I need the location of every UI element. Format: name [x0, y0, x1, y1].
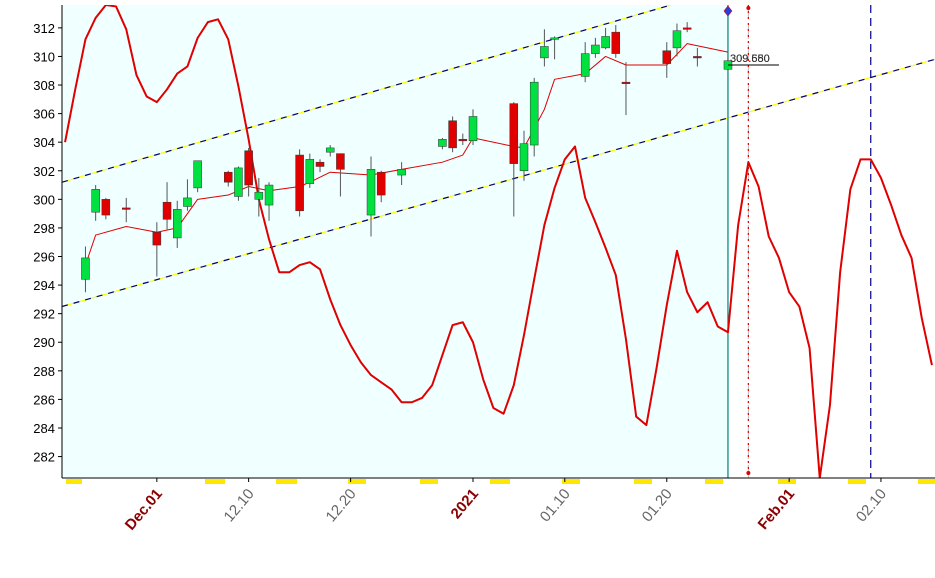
- candle-body: [183, 197, 192, 207]
- candle-body: [601, 36, 610, 49]
- candle-body: [682, 27, 692, 30]
- candle-body: [162, 201, 172, 220]
- y-tick-label: 308: [33, 78, 55, 93]
- candle-body: [397, 169, 406, 176]
- y-tick-label: 286: [33, 392, 55, 407]
- cursor-dot: [746, 471, 751, 475]
- candle-body: [672, 30, 682, 49]
- cursor-diamond: [723, 5, 733, 17]
- y-tick-label: 310: [33, 49, 55, 64]
- candle-body: [591, 44, 600, 54]
- y-tick-label: 302: [33, 164, 55, 179]
- candle-body: [529, 81, 539, 146]
- line: [64, 5, 933, 478]
- candle-body: [122, 207, 131, 210]
- candle-body: [193, 160, 202, 189]
- candle-body: [325, 147, 335, 153]
- y-tick-label: 284: [33, 421, 55, 436]
- y-tick-label: 304: [33, 135, 55, 150]
- x-tick-label: 12.20: [323, 486, 360, 526]
- x-tick-label: 12.10: [221, 486, 258, 526]
- y-tick-label: 294: [33, 278, 55, 293]
- x-tick-label: 2021: [448, 486, 482, 522]
- x-tick-label: Dec.01: [122, 486, 166, 534]
- price-label: 309.550: [730, 53, 770, 65]
- candle-body: [172, 209, 182, 239]
- candle-body: [458, 139, 468, 142]
- candle-body: [223, 171, 233, 183]
- y-tick-label: 292: [33, 307, 55, 322]
- candle-body: [101, 199, 111, 216]
- candle-body: [662, 50, 672, 64]
- x-tick-label: 02.10: [853, 486, 890, 526]
- candle-body: [376, 171, 386, 196]
- candle-body: [550, 37, 559, 40]
- candle-body: [264, 184, 274, 206]
- price-label: 309.680: [730, 53, 770, 65]
- candle-body: [693, 56, 702, 59]
- y-tick-label: 300: [33, 192, 55, 207]
- candle-body: [152, 231, 162, 246]
- candle-body: [580, 53, 590, 77]
- candle-body: [611, 31, 621, 54]
- trendline: [62, 5, 672, 183]
- x-tick-label: 01.10: [537, 486, 574, 526]
- candle-body: [366, 169, 376, 216]
- x-tick-label: Feb.01: [755, 486, 799, 533]
- candle-body: [509, 103, 519, 164]
- y-tick-label: 290: [33, 335, 55, 350]
- candle-body: [448, 120, 457, 149]
- candle-body: [234, 167, 243, 197]
- candle-body: [305, 159, 315, 184]
- candle-body: [315, 161, 325, 167]
- candle-body: [621, 81, 631, 84]
- candle-body: [438, 139, 447, 147]
- y-tick-label: 296: [33, 250, 55, 265]
- candle-body: [336, 153, 345, 170]
- y-tick-label: 312: [33, 21, 55, 36]
- x-tick-label: 01.20: [639, 486, 676, 526]
- candle-body: [540, 46, 549, 59]
- candle-body: [81, 257, 90, 280]
- y-tick-label: 298: [33, 221, 55, 236]
- trendline: [62, 58, 935, 308]
- y-tick-label: 282: [33, 450, 55, 465]
- plot-background: [62, 5, 728, 478]
- candle-body: [295, 154, 304, 212]
- cursor-dot: [746, 6, 751, 10]
- candle-body: [254, 191, 264, 200]
- day-markers: [66, 479, 935, 484]
- y-tick-label: 306: [33, 107, 55, 122]
- candle-body: [519, 143, 529, 172]
- y-tick-label: 288: [33, 364, 55, 379]
- candle-body: [244, 150, 253, 186]
- candle-body: [91, 189, 100, 213]
- candle-body: [468, 116, 478, 142]
